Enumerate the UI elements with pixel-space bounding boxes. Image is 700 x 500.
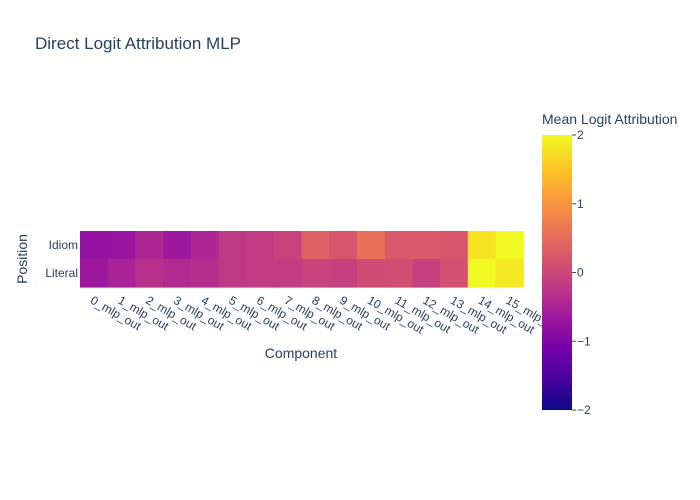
- heatmap-cell-idiom-15_mlp_out: [495, 231, 524, 260]
- x-tick-labels: 0_mlp_out1_mlp_out2_mlp_out3_mlp_out4_ml…: [88, 293, 565, 337]
- y-tick-labels: Idiom Literal: [45, 238, 78, 280]
- heatmap-cell-literal-8_mlp_out: [301, 259, 330, 288]
- heatmap-cell-literal-7_mlp_out: [273, 259, 303, 288]
- heatmap-cell-literal-12_mlp_out: [412, 259, 441, 288]
- heatmap-cell-literal-15_mlp_out: [495, 259, 524, 288]
- heatmap-cell-literal-4_mlp_out: [190, 259, 220, 288]
- heatmap-cell-literal-0_mlp_out: [80, 259, 109, 288]
- heatmap-cell-idiom-9_mlp_out: [329, 231, 358, 260]
- heatmap-cell-literal-9_mlp_out: [329, 259, 358, 288]
- colorbar-tick-label: 1: [577, 197, 584, 211]
- heatmap-cell-idiom-12_mlp_out: [412, 231, 441, 260]
- heatmap-cell-idiom-10_mlp_out: [357, 231, 386, 260]
- y-axis-title: Position: [14, 234, 30, 284]
- heatmap-cell-literal-1_mlp_out: [107, 259, 136, 288]
- heatmap-cell-idiom-0_mlp_out: [80, 231, 109, 260]
- heatmap-cell-literal-10_mlp_out: [357, 259, 386, 288]
- colorbar-title: Mean Logit Attribution: [542, 111, 677, 127]
- heatmap-cell-idiom-14_mlp_out: [467, 231, 497, 260]
- heatmap-cell-idiom-5_mlp_out: [218, 231, 247, 260]
- heatmap-cell-idiom-7_mlp_out: [273, 231, 303, 260]
- heatmap-cell-literal-6_mlp_out: [246, 259, 275, 288]
- heatmap-cell-idiom-2_mlp_out: [135, 231, 164, 260]
- heatmap-cell-literal-13_mlp_out: [440, 259, 469, 288]
- x-axis-title: Component: [265, 345, 337, 361]
- heatmap-cell-literal-14_mlp_out: [467, 259, 497, 288]
- heatmap-cell-idiom-6_mlp_out: [246, 231, 275, 260]
- heatmap-cell-idiom-11_mlp_out: [384, 231, 413, 260]
- colorbar-tick-label: 0: [577, 266, 584, 280]
- heatmap-cell-literal-11_mlp_out: [384, 259, 413, 288]
- y-tick-label-idiom: Idiom: [49, 238, 78, 252]
- colorbar-ticks: 2 1 0 −1 −2: [572, 128, 591, 417]
- colorbar: [542, 135, 572, 410]
- heatmap-cell-literal-5_mlp_out: [218, 259, 247, 288]
- y-tick-label-literal: Literal: [45, 266, 78, 280]
- heatmap-cells: [80, 231, 524, 288]
- heatmap-cell-idiom-1_mlp_out: [107, 231, 136, 260]
- chart-title: Direct Logit Attribution MLP: [35, 34, 241, 53]
- heatmap-cell-literal-3_mlp_out: [163, 259, 192, 288]
- heatmap-cell-idiom-13_mlp_out: [440, 231, 469, 260]
- heatmap-cell-idiom-3_mlp_out: [163, 231, 192, 260]
- colorbar-tick-label: −1: [577, 334, 591, 348]
- heatmap-cell-idiom-4_mlp_out: [190, 231, 220, 260]
- heatmap-cell-literal-2_mlp_out: [135, 259, 164, 288]
- heatmap-cell-idiom-8_mlp_out: [301, 231, 330, 260]
- colorbar-tick-label: 2: [577, 128, 584, 142]
- colorbar-tick-label: −2: [577, 403, 591, 417]
